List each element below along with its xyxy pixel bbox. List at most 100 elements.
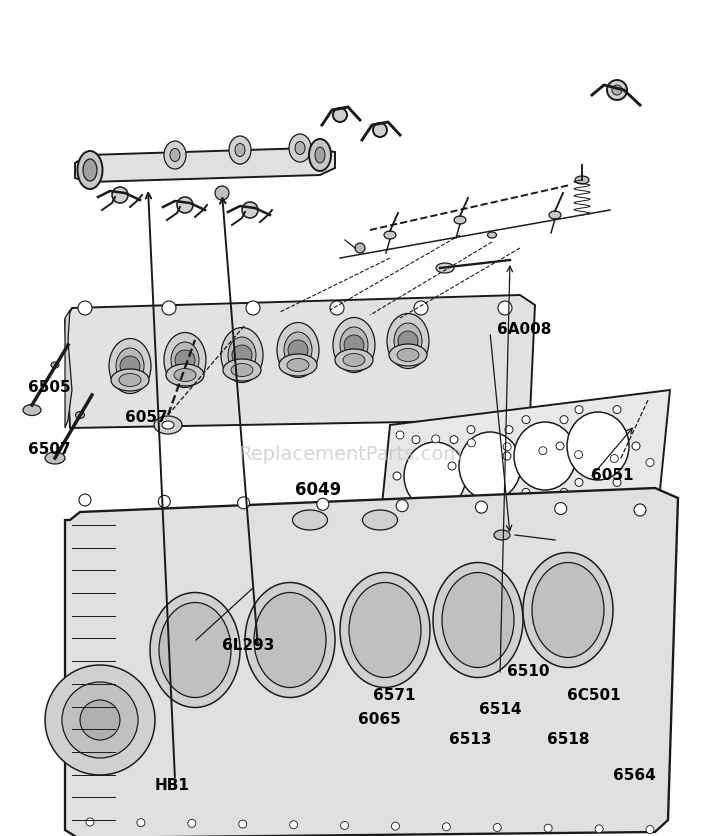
Ellipse shape [340, 573, 430, 687]
Circle shape [112, 187, 128, 203]
Ellipse shape [436, 263, 454, 273]
Text: ReplacementParts.com: ReplacementParts.com [238, 446, 462, 465]
Ellipse shape [23, 405, 41, 415]
Circle shape [137, 818, 145, 827]
Circle shape [469, 472, 477, 480]
Circle shape [188, 819, 196, 828]
Circle shape [215, 186, 229, 200]
Ellipse shape [433, 563, 523, 677]
Circle shape [646, 458, 654, 466]
Circle shape [613, 478, 621, 487]
Circle shape [355, 243, 365, 253]
Circle shape [78, 301, 92, 315]
Circle shape [498, 301, 512, 315]
Ellipse shape [159, 603, 231, 697]
Ellipse shape [116, 348, 144, 384]
Text: 6513: 6513 [449, 732, 491, 747]
Circle shape [238, 497, 250, 509]
Ellipse shape [235, 144, 245, 156]
Ellipse shape [284, 332, 312, 368]
Circle shape [412, 436, 420, 444]
Circle shape [560, 415, 568, 424]
Ellipse shape [384, 231, 396, 239]
Ellipse shape [119, 374, 141, 386]
Ellipse shape [404, 442, 466, 510]
Ellipse shape [487, 232, 496, 238]
Ellipse shape [51, 362, 59, 368]
Ellipse shape [575, 176, 589, 184]
Polygon shape [75, 148, 335, 182]
Ellipse shape [277, 323, 319, 378]
Ellipse shape [387, 314, 429, 369]
Ellipse shape [174, 369, 196, 381]
Circle shape [612, 85, 622, 95]
Text: HB1: HB1 [155, 777, 190, 793]
Text: 6L293: 6L293 [222, 638, 274, 653]
Text: 6505: 6505 [28, 380, 71, 395]
Ellipse shape [83, 159, 97, 181]
Ellipse shape [295, 141, 305, 155]
Ellipse shape [228, 337, 256, 373]
Circle shape [475, 501, 487, 513]
Circle shape [575, 451, 583, 459]
Circle shape [632, 442, 640, 450]
Ellipse shape [397, 349, 419, 361]
Circle shape [120, 356, 140, 376]
Circle shape [330, 301, 344, 315]
Text: 6571: 6571 [373, 687, 416, 702]
Circle shape [450, 508, 458, 517]
Circle shape [522, 415, 530, 424]
Ellipse shape [150, 593, 240, 707]
Circle shape [317, 498, 329, 510]
Ellipse shape [254, 593, 326, 687]
Ellipse shape [164, 333, 206, 388]
Text: 6510: 6510 [507, 665, 550, 680]
Ellipse shape [164, 141, 186, 169]
Ellipse shape [287, 359, 309, 371]
Ellipse shape [567, 412, 629, 480]
Ellipse shape [532, 563, 604, 657]
Circle shape [45, 665, 155, 775]
Ellipse shape [292, 510, 327, 530]
Circle shape [86, 818, 94, 826]
Circle shape [412, 508, 420, 517]
Circle shape [544, 824, 552, 832]
Circle shape [579, 452, 587, 460]
Ellipse shape [389, 344, 427, 366]
Text: 6049: 6049 [295, 481, 341, 499]
Circle shape [613, 405, 621, 414]
Circle shape [177, 197, 193, 213]
Ellipse shape [494, 530, 510, 540]
Text: 6507: 6507 [28, 441, 71, 456]
Circle shape [62, 682, 138, 758]
Circle shape [175, 350, 195, 370]
Circle shape [341, 822, 348, 829]
Ellipse shape [394, 323, 422, 359]
Circle shape [556, 442, 564, 450]
Ellipse shape [349, 583, 421, 677]
Ellipse shape [289, 134, 311, 162]
Ellipse shape [335, 349, 373, 371]
Circle shape [607, 80, 627, 100]
Text: 6518: 6518 [547, 732, 590, 747]
Ellipse shape [76, 411, 85, 419]
Circle shape [524, 462, 532, 470]
Circle shape [333, 108, 347, 122]
Ellipse shape [45, 452, 65, 464]
Text: 6051: 6051 [591, 468, 634, 483]
Circle shape [467, 426, 475, 434]
Circle shape [246, 301, 260, 315]
Ellipse shape [523, 553, 613, 667]
Circle shape [239, 820, 247, 828]
Ellipse shape [111, 369, 149, 391]
Polygon shape [65, 310, 72, 428]
Circle shape [158, 496, 170, 507]
Ellipse shape [229, 136, 251, 164]
Circle shape [575, 478, 583, 487]
Circle shape [611, 455, 618, 462]
Circle shape [450, 436, 458, 444]
Ellipse shape [333, 318, 375, 373]
Circle shape [575, 405, 583, 414]
Circle shape [398, 331, 418, 351]
Ellipse shape [309, 139, 331, 171]
